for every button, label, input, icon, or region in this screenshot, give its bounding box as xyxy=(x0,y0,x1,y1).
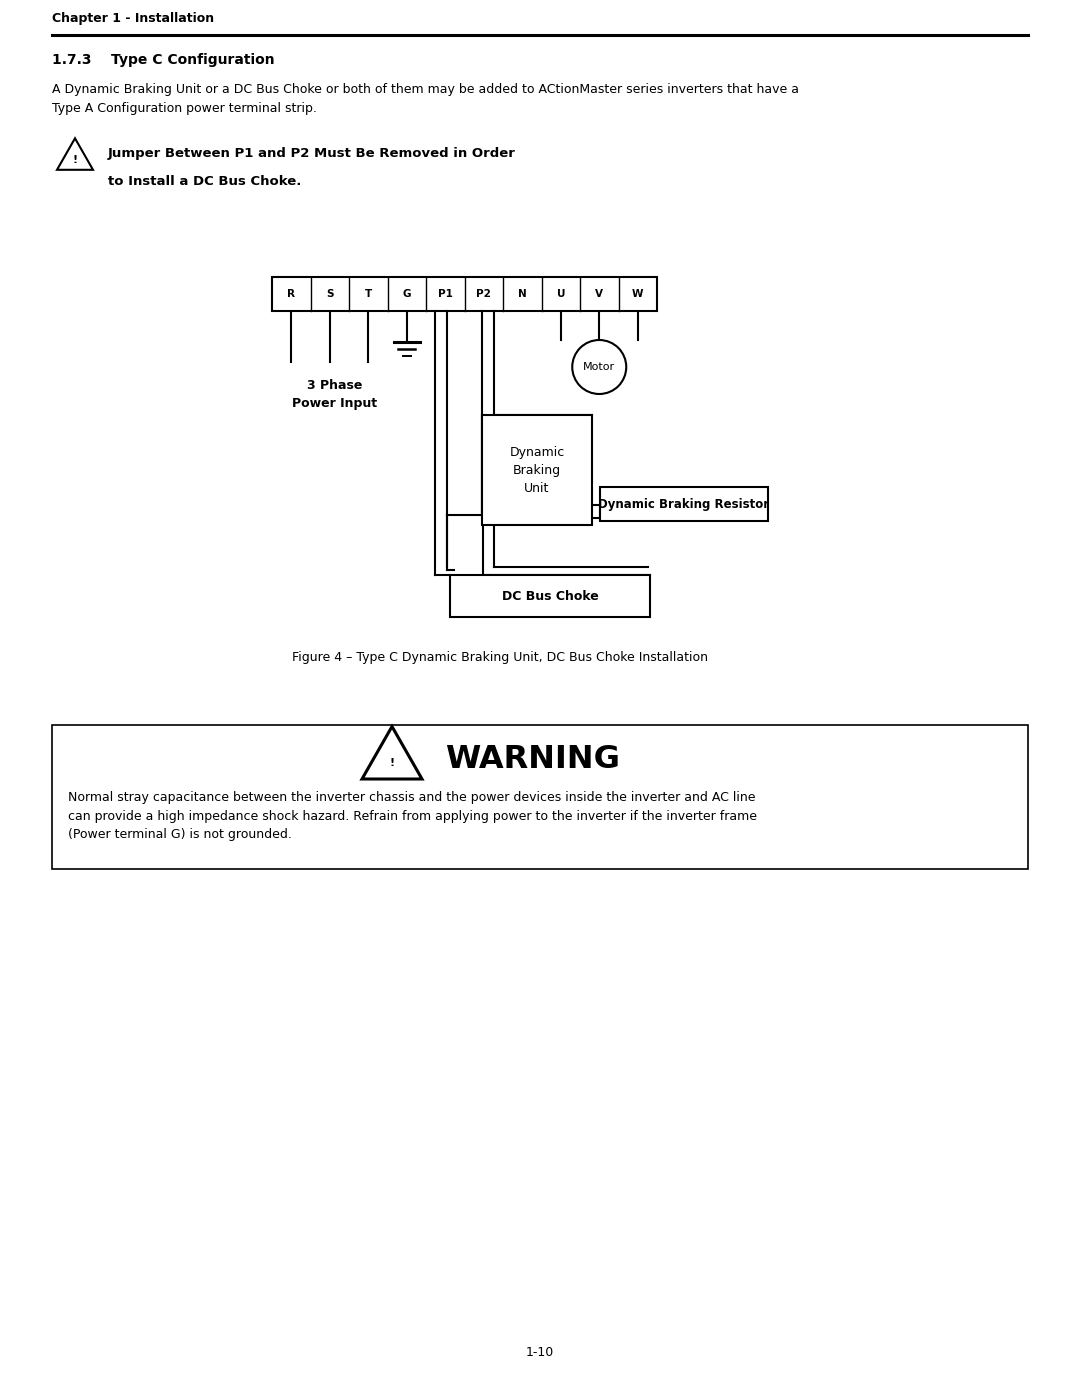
Text: WARNING: WARNING xyxy=(445,743,620,774)
Text: Motor: Motor xyxy=(583,362,616,372)
Bar xyxy=(52,725,1028,869)
Text: P2: P2 xyxy=(476,289,491,299)
Text: U: U xyxy=(556,289,565,299)
Bar xyxy=(272,277,657,312)
Bar xyxy=(450,576,650,617)
Text: P1: P1 xyxy=(437,289,453,299)
Text: Jumper Between P1 and P2 Must Be Removed in Order: Jumper Between P1 and P2 Must Be Removed… xyxy=(108,147,516,161)
Bar xyxy=(600,488,768,521)
Text: 1.7.3    Type C Configuration: 1.7.3 Type C Configuration xyxy=(52,53,274,67)
Text: 3 Phase
Power Input: 3 Phase Power Input xyxy=(293,379,377,409)
Text: to Install a DC Bus Choke.: to Install a DC Bus Choke. xyxy=(108,175,301,189)
Text: S: S xyxy=(326,289,334,299)
Bar xyxy=(482,415,592,525)
Text: Chapter 1 - Installation: Chapter 1 - Installation xyxy=(52,13,214,25)
Text: N: N xyxy=(518,289,527,299)
Text: R: R xyxy=(287,289,295,299)
Text: A Dynamic Braking Unit or a DC Bus Choke or both of them may be added to ACtionM: A Dynamic Braking Unit or a DC Bus Choke… xyxy=(52,82,799,115)
Text: !: ! xyxy=(72,155,78,165)
Text: 1-10: 1-10 xyxy=(526,1345,554,1359)
Text: G: G xyxy=(403,289,411,299)
Text: DC Bus Choke: DC Bus Choke xyxy=(501,590,598,602)
Text: Dynamic Braking Resistor: Dynamic Braking Resistor xyxy=(598,497,770,510)
Text: Figure 4 – Type C Dynamic Braking Unit, DC Bus Choke Installation: Figure 4 – Type C Dynamic Braking Unit, … xyxy=(292,651,708,664)
Text: W: W xyxy=(632,289,644,299)
Text: !: ! xyxy=(390,757,394,767)
Text: Dynamic
Braking
Unit: Dynamic Braking Unit xyxy=(510,446,565,495)
Text: V: V xyxy=(595,289,604,299)
Circle shape xyxy=(572,339,626,394)
Text: Normal stray capacitance between the inverter chassis and the power devices insi: Normal stray capacitance between the inv… xyxy=(68,791,757,841)
Text: T: T xyxy=(365,289,372,299)
